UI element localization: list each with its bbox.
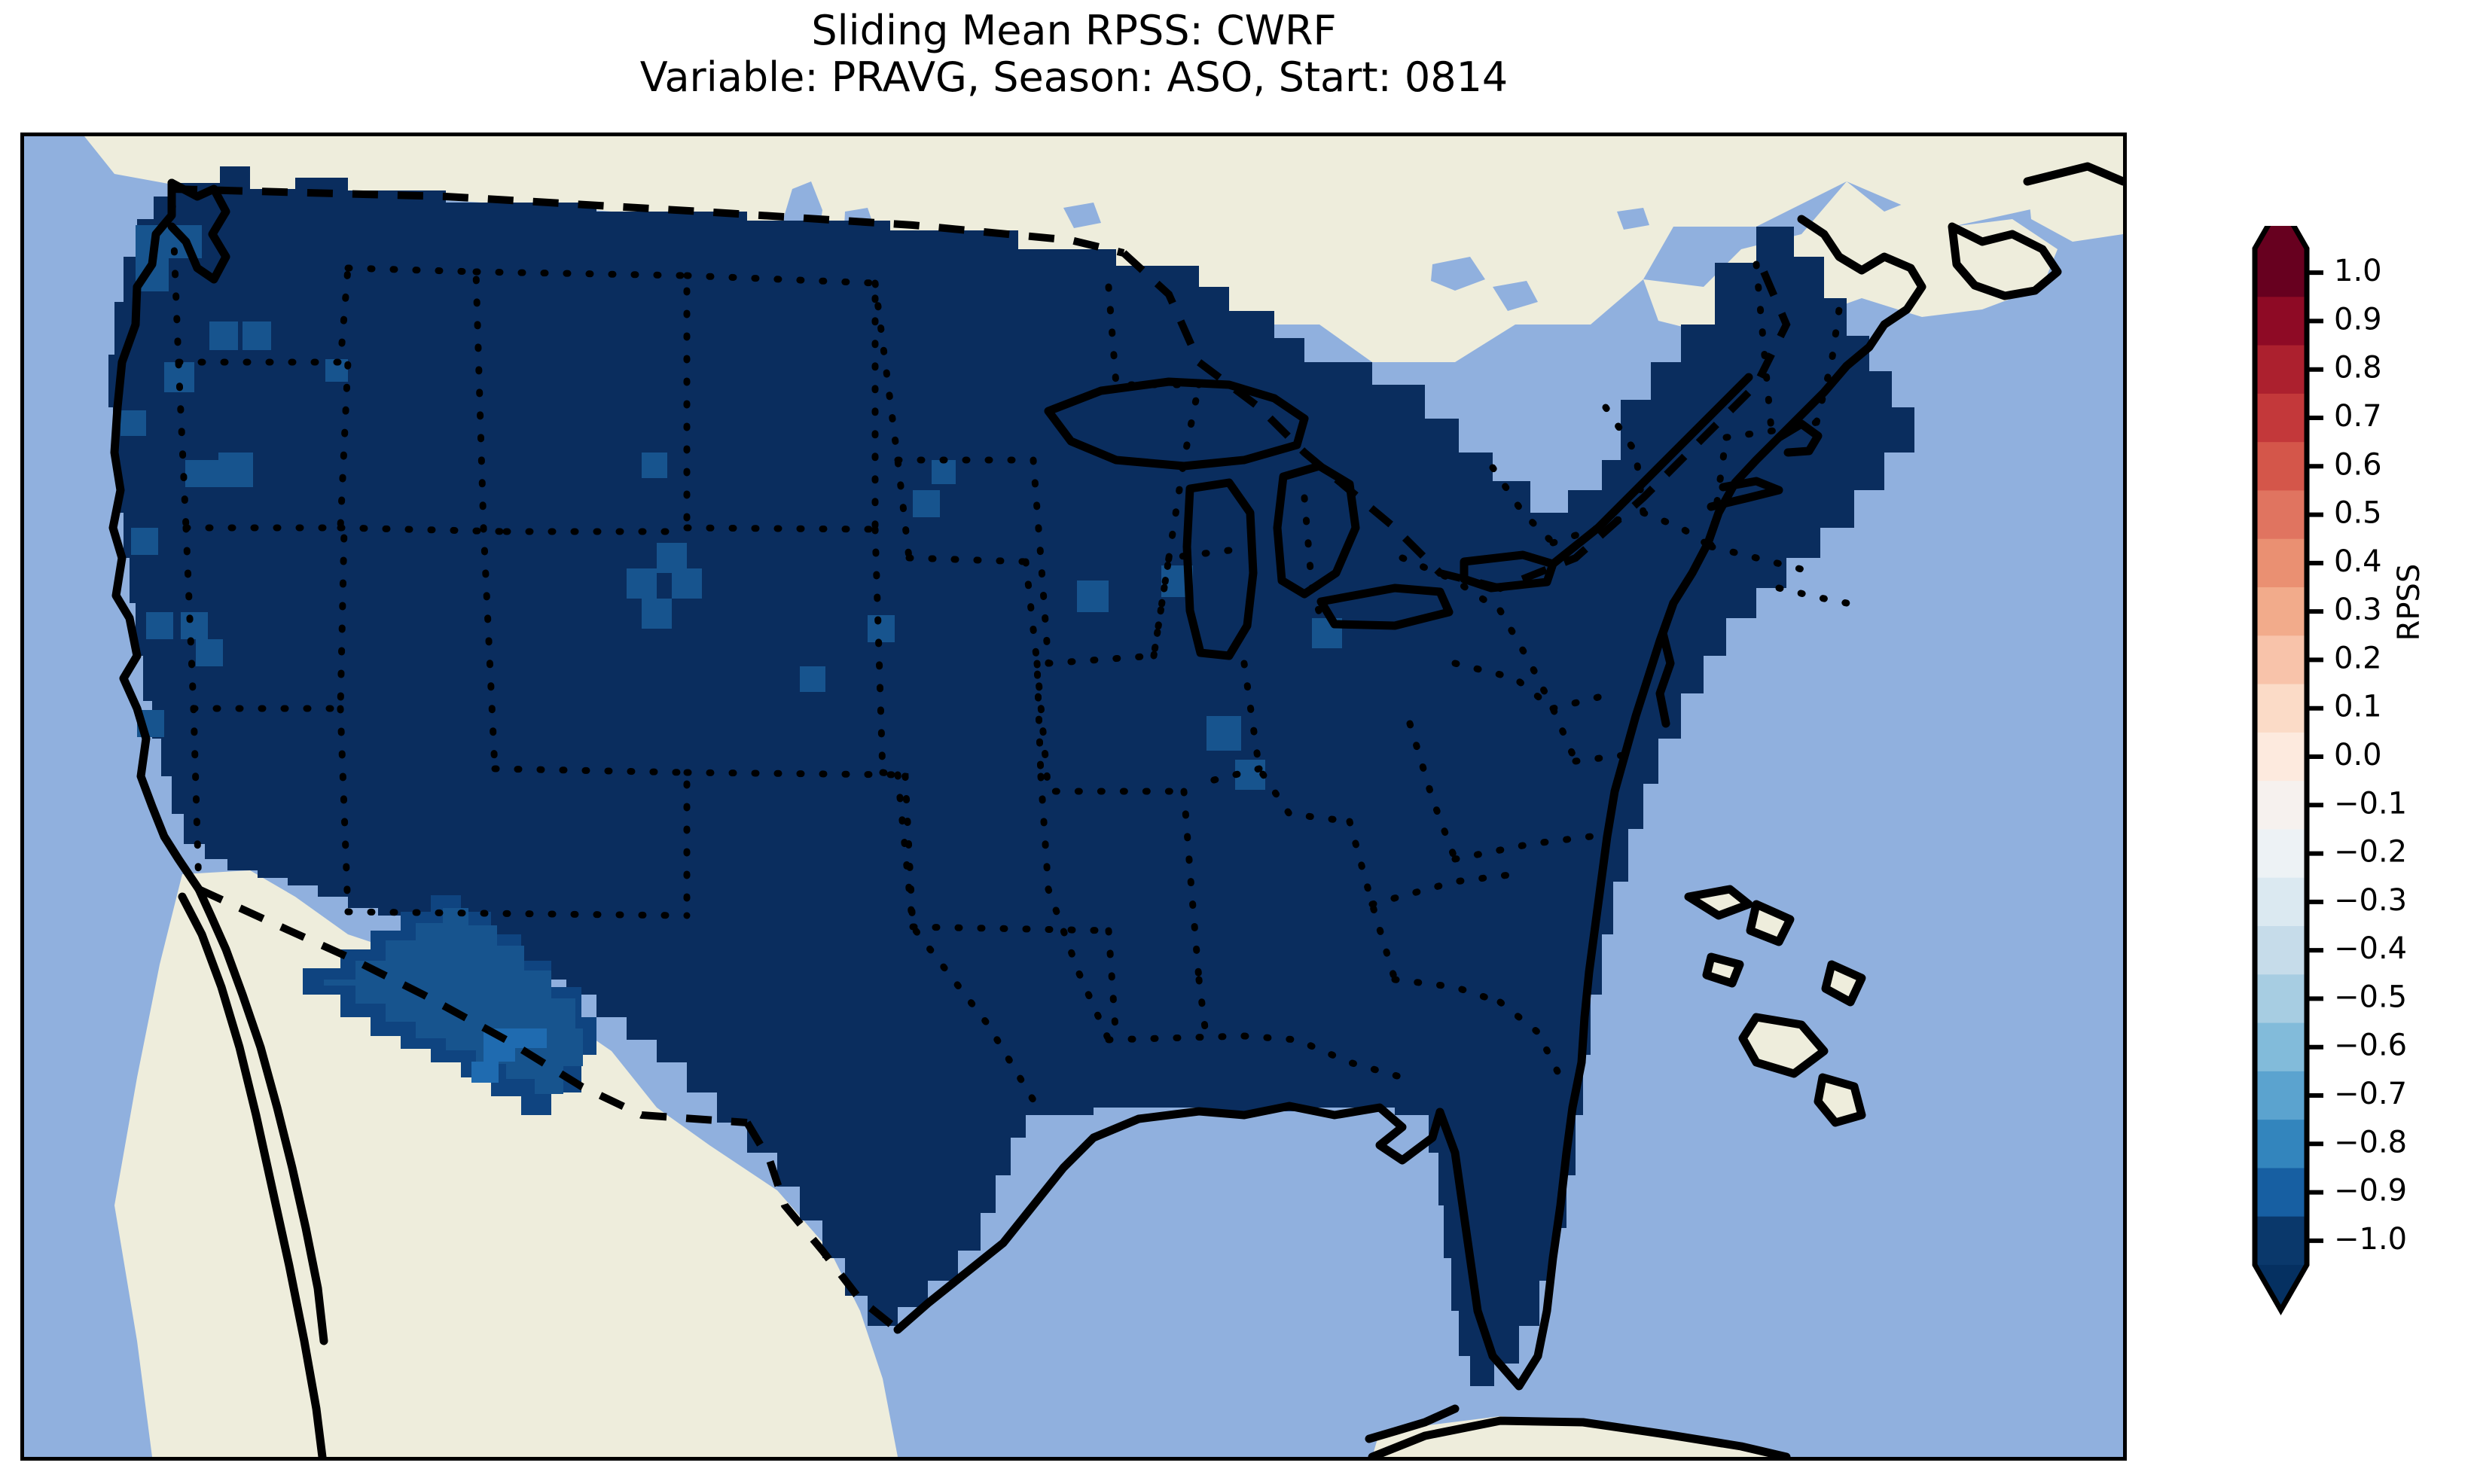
rpss-bin-minus07-to-minus06-cell (515, 1028, 547, 1048)
rpss-bin-minus1-to-minus09 (108, 166, 1914, 1386)
colorbar-band (2255, 1022, 2307, 1072)
colorbar-band (2255, 1071, 2307, 1120)
colorbar-band (2255, 1216, 2307, 1266)
colorbar-extend-over (2255, 226, 2307, 248)
colorbar-axis-label: RPSS (2392, 563, 2427, 641)
colorbar-band (2255, 635, 2307, 685)
colorbar-tick-label: −0.5 (2334, 980, 2407, 1014)
colorbar-tick-labels: 1.0 0.9 0.8 0.7 0.6 0.5 0.4 0.3 0.2 0.1 0.0 −0.1 −0.… (2334, 254, 2407, 1257)
colorbar-tick-label: −0.2 (2334, 835, 2407, 870)
colorbar-band (2255, 781, 2307, 830)
colorbar-tick-label: 0.6 (2334, 447, 2382, 482)
colorbar-band (2255, 926, 2307, 975)
colorbar-band (2255, 490, 2307, 540)
colorbar-tick-label: 0.1 (2334, 690, 2382, 724)
colorbar-band (2255, 877, 2307, 927)
state-borders (168, 179, 1850, 1104)
map-panel (20, 133, 2127, 1461)
colorbar-tick-label: −0.1 (2334, 786, 2407, 821)
colorbar-tick-label: −1.0 (2334, 1222, 2407, 1257)
rpss-bin-minus07-to-minus06-cell (471, 1062, 499, 1083)
title-line-1: Sliding Mean RPSS: CWRF (811, 7, 1337, 54)
colorbar-tick-label: −0.6 (2334, 1028, 2407, 1063)
colorbar-tick-label: 0.4 (2334, 544, 2382, 579)
colorbar-bands (2255, 226, 2307, 1310)
colorbar-tick-label: −0.8 (2334, 1125, 2407, 1159)
colorbar: 1.0 0.9 0.8 0.7 0.6 0.5 0.4 0.3 0.2 0.1 0.0 −0.1 −0.… (2229, 226, 2470, 1325)
coastlines (108, 162, 2123, 1457)
colorbar-tick-label: −0.4 (2334, 931, 2407, 966)
conus-rpss-map (24, 136, 2123, 1457)
colorbar-band (2255, 442, 2307, 492)
colorbar-tick-label: 0.5 (2334, 496, 2382, 531)
colorbar-band (2255, 587, 2307, 636)
colorbar-band (2255, 684, 2307, 733)
colorbar-band (2255, 345, 2307, 395)
title-line-2: Variable: PRAVG, Season: ASO, Start: 081… (639, 53, 1508, 101)
colorbar-ticks (2307, 270, 2323, 1243)
colorbar-extend-under (2255, 1265, 2307, 1310)
colorbar-tick-label: 1.0 (2334, 254, 2382, 288)
colorbar-svg: 1.0 0.9 0.8 0.7 0.6 0.5 0.4 0.3 0.2 0.1 0.0 −0.1 −0.… (2252, 226, 2407, 1316)
colorbar-band (2255, 732, 2307, 782)
colorbar-band (2255, 1168, 2307, 1217)
colorbar-band (2255, 1120, 2307, 1169)
colorbar-tick-label: −0.9 (2334, 1174, 2407, 1208)
colorbar-tick-label: 0.2 (2334, 641, 2382, 675)
colorbar-outline (2252, 226, 2310, 1316)
colorbar-tick-label: 0.8 (2334, 351, 2382, 385)
colorbar-band (2255, 248, 2307, 297)
colorbar-band (2255, 538, 2307, 588)
colorbar-band (2255, 974, 2307, 1024)
colorbar-tick-label: 0.9 (2334, 302, 2382, 337)
colorbar-tick-label: 0.0 (2334, 738, 2382, 772)
country-borders (171, 185, 1791, 1333)
colorbar-band (2255, 393, 2307, 443)
colorbar-tick-label: 0.7 (2334, 399, 2382, 434)
figure-title: Sliding Mean RPSS: CWRF Variable: PRAVG,… (0, 0, 2148, 101)
colorbar-tick-label: −0.3 (2334, 883, 2407, 918)
colorbar-tick-label: −0.7 (2334, 1077, 2407, 1111)
colorbar-tick-label: 0.3 (2334, 593, 2382, 627)
colorbar-band (2255, 297, 2307, 346)
colorbar-band (2255, 829, 2307, 879)
